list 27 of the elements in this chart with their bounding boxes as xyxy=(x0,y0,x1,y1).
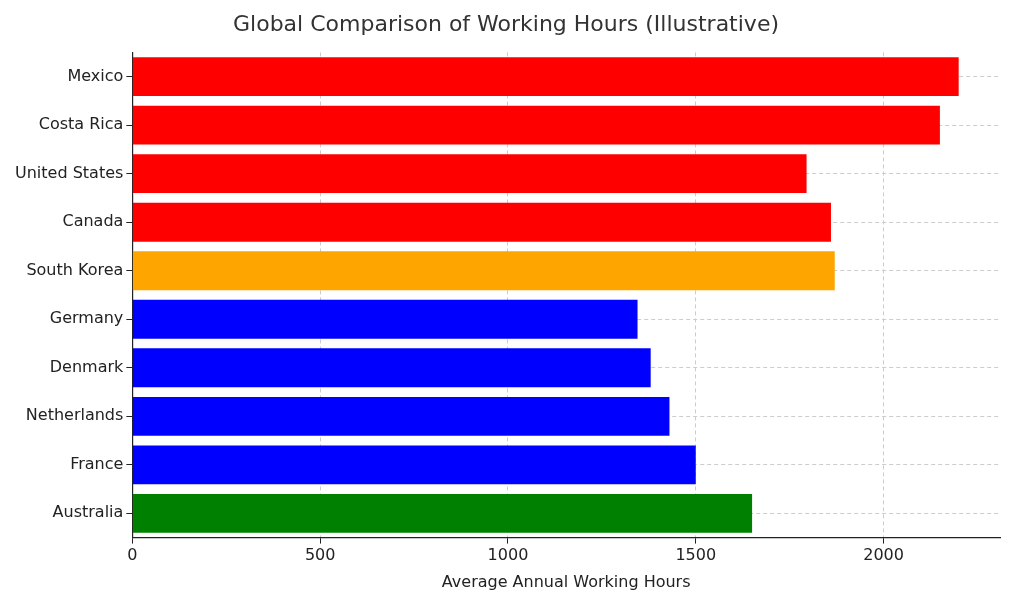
x-tick-label: 2000 xyxy=(863,545,904,565)
bar xyxy=(132,202,831,242)
y-tick-label: United States xyxy=(15,162,124,182)
bar xyxy=(132,396,670,436)
bar xyxy=(132,348,651,388)
y-tick-label: Costa Rica xyxy=(38,114,124,134)
x-tick-label: 1500 xyxy=(675,545,717,565)
bar xyxy=(132,445,696,485)
bar xyxy=(132,154,807,194)
x-tick-label: 1000 xyxy=(487,545,529,565)
y-tick-label: Mexico xyxy=(67,65,124,85)
chart-title: Global Comparison of Working Hours (Illustrative) xyxy=(233,10,779,36)
x-tick-label: 500 xyxy=(304,545,336,565)
bar xyxy=(132,105,940,145)
y-tick-label: South Korea xyxy=(26,259,124,279)
bar xyxy=(132,251,835,291)
y-tick-label: Australia xyxy=(52,502,124,522)
y-tick-label: Denmark xyxy=(49,356,125,376)
x-axis-title: Average Annual Working Hours xyxy=(441,571,691,591)
bar xyxy=(132,299,638,339)
y-tick-label: Netherlands xyxy=(25,405,124,425)
y-tick-label: Germany xyxy=(49,308,124,328)
x-tick-label: 0 xyxy=(127,545,138,565)
bar xyxy=(132,57,959,97)
bar xyxy=(132,493,753,533)
y-tick-label: France xyxy=(70,453,124,473)
y-tick-label: Canada xyxy=(62,211,124,231)
